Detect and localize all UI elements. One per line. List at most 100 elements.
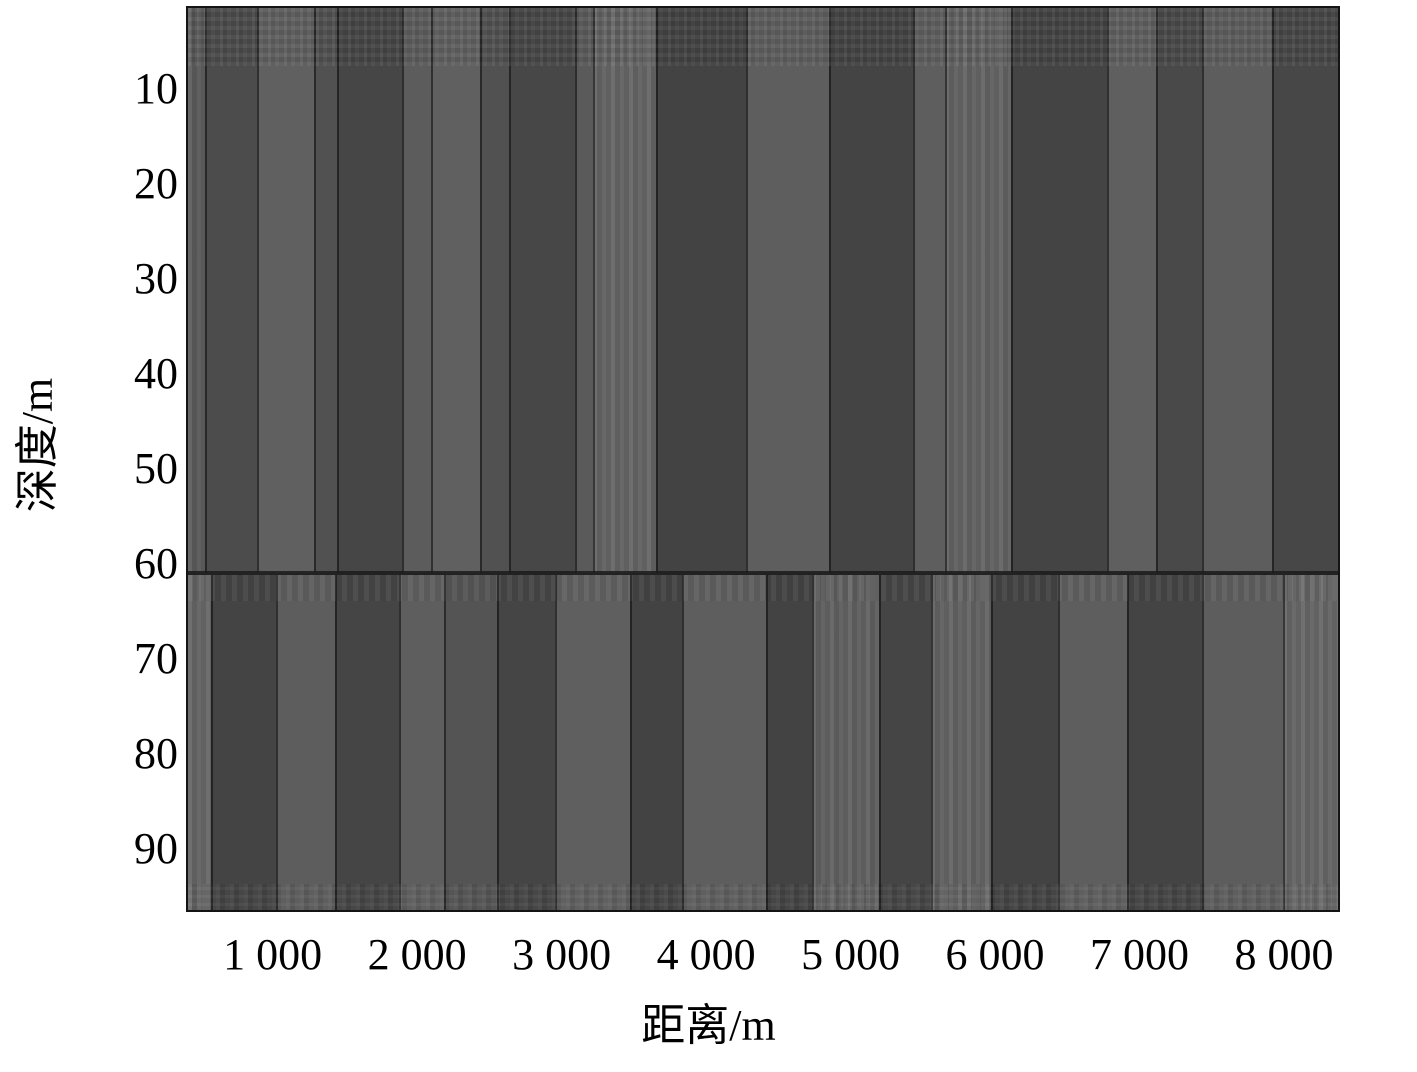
cross-section-column <box>829 8 914 573</box>
column-separator <box>443 575 446 910</box>
column-separator <box>1127 575 1130 910</box>
column-striping <box>188 8 206 573</box>
column-separator <box>745 8 748 573</box>
x-tick-label: 2 000 <box>367 930 467 979</box>
column-separator <box>913 8 916 573</box>
cross-section-column <box>930 575 992 910</box>
lower-layer <box>188 575 1338 910</box>
column-separator <box>1202 8 1205 573</box>
y-tick-label: 40 <box>134 349 178 399</box>
cross-section-column <box>745 8 830 573</box>
column-separator <box>878 575 881 910</box>
column-striping <box>812 575 879 910</box>
cross-section-column <box>508 8 576 573</box>
column-separator <box>211 575 214 910</box>
x-tick-label: 5 000 <box>801 930 901 979</box>
column-separator <box>1011 8 1014 573</box>
column-separator <box>1155 8 1158 573</box>
cross-section-column <box>592 8 657 573</box>
cross-section-column <box>188 575 212 910</box>
cross-section-column <box>313 8 337 573</box>
cross-section-column <box>188 8 206 573</box>
cross-section-column <box>1202 8 1272 573</box>
y-tick-label: 90 <box>134 824 178 874</box>
cross-section-column <box>401 8 431 573</box>
cross-section-column <box>430 8 480 573</box>
column-separator <box>592 8 595 573</box>
cross-section-column <box>1011 8 1107 573</box>
column-striping <box>592 8 657 573</box>
y-axis-tick-labels: 10 20 30 40 50 60 70 80 90 <box>40 6 178 912</box>
column-separator <box>479 8 482 573</box>
cross-section-column <box>575 8 593 573</box>
cross-section-column <box>878 575 931 910</box>
column-separator <box>575 8 578 573</box>
cross-section-column <box>1202 575 1284 910</box>
lower-layer-bottom-texture <box>188 884 1338 910</box>
cross-section-column <box>1283 575 1338 910</box>
cross-section-plot <box>186 6 1340 912</box>
column-separator <box>1283 575 1286 910</box>
x-tick-label: 8 000 <box>1234 930 1334 979</box>
y-tick-label: 60 <box>134 539 178 589</box>
cross-section-column <box>443 575 498 910</box>
column-separator <box>313 8 316 573</box>
cross-section-column <box>554 575 631 910</box>
column-separator <box>630 575 633 910</box>
upper-layer-top-texture <box>188 8 1338 66</box>
cross-section-column <box>682 575 766 910</box>
column-striping <box>945 8 1012 573</box>
cross-section-column <box>945 8 1012 573</box>
x-tick-label: 4 000 <box>656 930 756 979</box>
x-tick-label: 1 000 <box>223 930 323 979</box>
column-separator <box>930 575 933 910</box>
y-tick-label: 50 <box>134 444 178 494</box>
cross-section-column <box>991 575 1058 910</box>
column-separator <box>430 8 433 573</box>
column-separator <box>1271 8 1274 573</box>
lower-layer-top-texture <box>188 575 1338 601</box>
cross-section-column <box>1155 8 1203 573</box>
column-separator <box>336 8 339 573</box>
cross-section-column <box>765 575 813 910</box>
x-tick-label: 3 000 <box>512 930 612 979</box>
y-tick-label: 30 <box>134 254 178 304</box>
layer-interface-line <box>188 571 1338 575</box>
column-separator <box>991 575 994 910</box>
cross-section-column <box>630 575 683 910</box>
column-separator <box>1057 575 1060 910</box>
column-separator <box>765 575 768 910</box>
column-separator <box>656 8 659 573</box>
column-separator <box>401 8 404 573</box>
y-axis-title: 深度/m <box>13 377 62 513</box>
column-separator <box>1106 8 1109 573</box>
column-separator <box>205 8 208 573</box>
x-tick-label: 6 000 <box>945 930 1045 979</box>
y-tick-label: 20 <box>134 159 178 209</box>
x-axis-title: 距离/m <box>641 1001 776 1050</box>
cross-section-column <box>656 8 746 573</box>
column-separator <box>812 575 815 910</box>
cross-section-column <box>211 575 277 910</box>
cross-section-column <box>812 575 879 910</box>
cross-section-column <box>497 575 555 910</box>
column-separator <box>276 575 279 910</box>
y-tick-label: 10 <box>134 64 178 114</box>
column-separator <box>497 575 500 910</box>
column-striping <box>930 575 992 910</box>
cross-section-column <box>335 575 399 910</box>
upper-layer <box>188 8 1338 573</box>
column-separator <box>554 575 557 910</box>
cross-section-column <box>276 575 336 910</box>
cross-section-column <box>479 8 509 573</box>
y-tick-label: 70 <box>134 634 178 684</box>
x-axis-tick-labels: 1 000 2 000 3 000 4 000 5 000 6 000 7 000 8 000 <box>186 930 1340 986</box>
column-separator <box>945 8 948 573</box>
column-striping <box>1283 575 1338 910</box>
column-separator <box>829 8 832 573</box>
column-separator <box>1202 575 1205 910</box>
x-tick-label: 7 000 <box>1090 930 1190 979</box>
cross-section-column <box>1127 575 1203 910</box>
column-separator <box>257 8 260 573</box>
